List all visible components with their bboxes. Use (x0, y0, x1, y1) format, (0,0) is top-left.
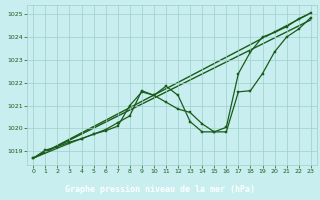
Text: Graphe pression niveau de la mer (hPa): Graphe pression niveau de la mer (hPa) (65, 185, 255, 194)
